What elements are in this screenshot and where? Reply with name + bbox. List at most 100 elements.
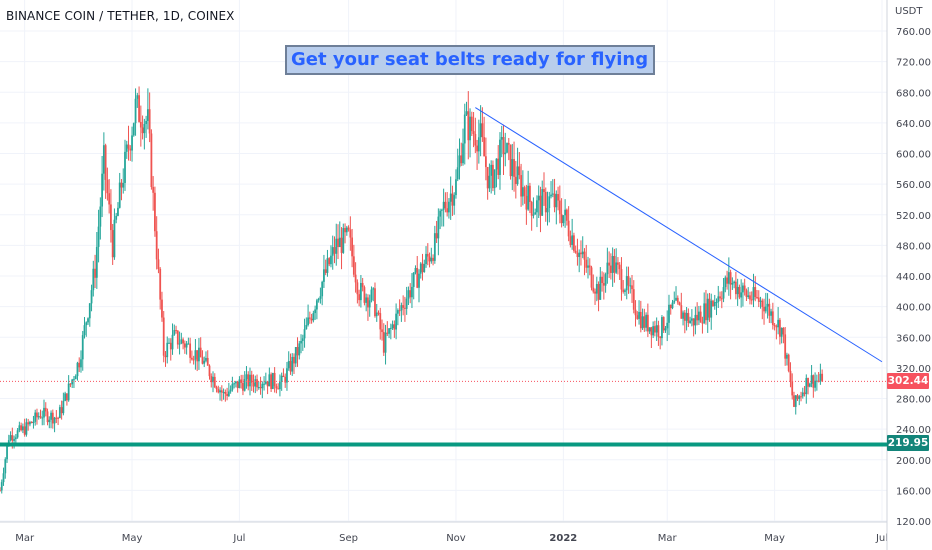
candle-body [155,231,158,260]
candle-body [632,289,635,310]
candle-body [9,435,12,441]
candle-body [349,229,352,238]
candle-body [525,195,528,210]
candle-body [391,324,394,328]
candle-body [270,374,273,389]
candle-body [659,336,662,339]
candle-body [143,124,146,134]
candle-body [803,392,806,395]
candle-body [780,327,783,337]
candle-body [312,313,315,321]
candle-body [455,179,457,196]
candle-body [534,212,537,215]
candle-body [705,303,707,321]
candle-body [555,194,558,208]
headline-annotation[interactable]: Get your seat belts ready for flying [285,45,656,75]
candle-body [384,332,387,353]
candle-body [446,208,449,213]
candle-body [166,342,169,358]
candle-body [821,373,824,382]
candle-body [57,417,59,419]
candle-body [205,357,207,361]
candle-body [43,407,45,418]
candle-body [551,193,554,195]
x-tick-label: May [764,533,785,544]
candle-body [124,151,126,183]
candle-body [83,325,86,336]
candle-body [502,137,505,155]
candle-body [546,208,549,213]
candle-body [440,209,443,211]
candle-body [617,262,619,265]
candle-body [298,343,301,356]
candle-body [678,302,681,306]
candle-body [122,182,125,188]
candle-body [565,209,568,221]
candle-body [602,283,605,286]
candle-body [796,395,799,399]
candle-body [148,109,151,134]
candle-body [516,166,519,184]
candle-body [518,166,521,176]
candle-body [442,201,445,210]
candle-body [266,381,269,387]
candle-body [227,391,230,397]
candle-body [21,426,24,431]
candle-body [641,316,644,329]
candle-body [305,325,308,330]
candle-body [34,412,37,422]
candle-body [92,268,95,291]
candle-body [743,285,746,291]
candle-body [683,312,686,321]
candle-body [759,300,762,302]
y-tick-label: 520.00 [896,211,931,222]
candle-body [263,383,265,385]
candle-body [41,417,44,419]
candle-body [259,387,262,389]
candle-body [235,381,237,384]
trend-line [475,107,883,363]
candle-body [106,179,109,194]
candle-body [740,292,743,298]
candle-body [231,383,234,390]
candle-body [201,357,204,364]
candle-body [666,322,669,329]
candle-body [395,313,398,330]
candle-body [488,175,491,189]
candle-body [377,312,380,314]
candle-body [708,298,711,318]
candle-body [750,299,753,301]
candle-body [590,267,593,288]
candle-body [182,339,184,344]
candle-body [521,187,524,197]
candle-body [771,311,774,325]
candle-body [712,300,714,307]
candle-body [703,303,706,323]
candle-body [484,156,487,168]
candle-body [374,288,376,317]
x-tick-label: 2022 [549,533,577,544]
candle-body [219,390,221,393]
y-tick-label: 320.00 [896,364,931,375]
candle-body [243,379,246,391]
candle-body [787,354,790,371]
candle-body [25,422,28,435]
y-tick-label: 680.00 [896,88,931,99]
candle-body [402,305,405,308]
candle-body [629,285,632,287]
candle-body [432,257,434,261]
candle-body [115,215,118,220]
candle-body [474,133,477,146]
candle-body [734,281,737,295]
candle-body [382,332,385,353]
candle-body [805,377,808,395]
candle-body [713,302,716,307]
candle-body [58,407,61,419]
x-tick-label: Sep [339,533,358,544]
candle-body [340,237,343,253]
candle-body [372,288,375,290]
candle-body [178,343,181,345]
candle-body [810,375,813,384]
candle-body [73,379,75,381]
